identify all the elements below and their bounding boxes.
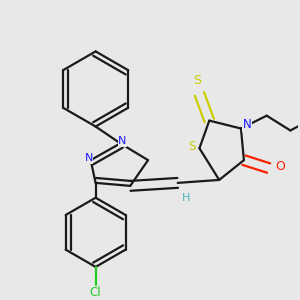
Text: S: S	[194, 74, 202, 87]
Text: S: S	[188, 140, 195, 153]
Text: N: N	[118, 136, 127, 146]
Text: O: O	[276, 160, 285, 172]
Text: N: N	[242, 118, 251, 131]
Text: N: N	[85, 153, 93, 163]
Text: Cl: Cl	[90, 286, 101, 299]
Text: H: H	[182, 193, 190, 203]
